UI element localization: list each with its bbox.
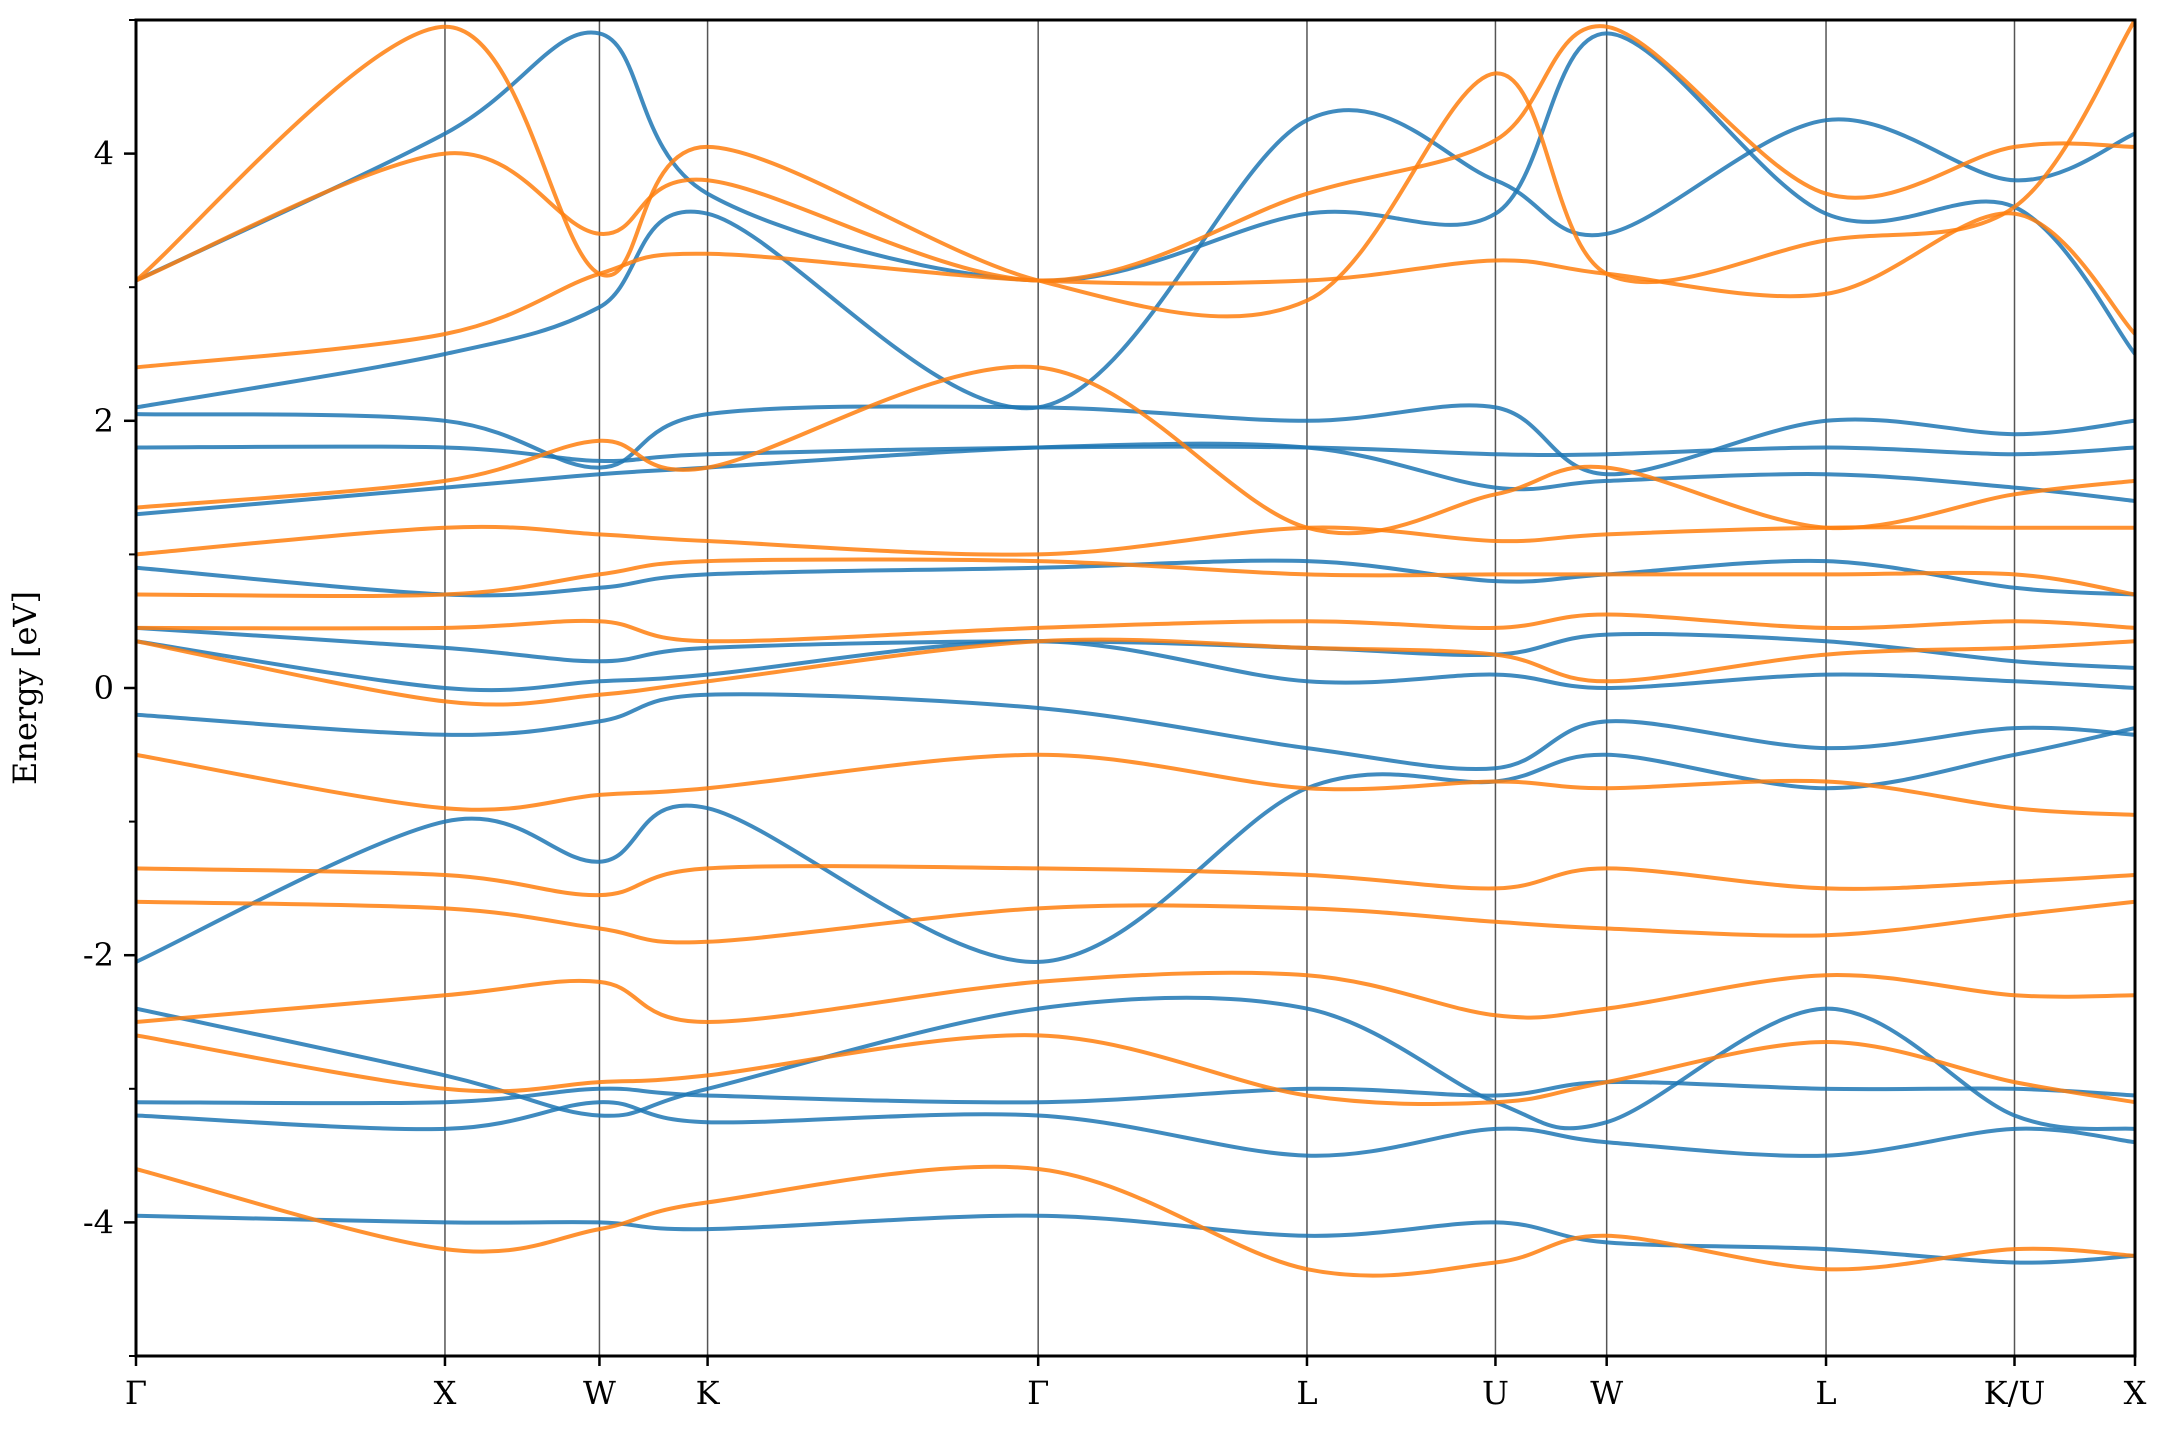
band-line	[136, 639, 2135, 693]
bands	[136, 20, 2135, 1278]
band-line	[136, 692, 2135, 771]
band-line	[136, 20, 2135, 319]
band-line	[136, 1033, 2135, 1106]
series-0	[136, 30, 2135, 1265]
x-tick-label: L	[1815, 1374, 1836, 1412]
band-line	[136, 108, 2135, 411]
band-line	[136, 864, 2135, 898]
band-line	[136, 557, 2135, 598]
x-tick-label: X	[2124, 1374, 2147, 1412]
band-line	[136, 1100, 2135, 1158]
x-tick-label: K	[696, 1374, 721, 1412]
band-line	[136, 441, 2135, 517]
x-tick-label: Γ	[125, 1374, 147, 1412]
band-line	[136, 444, 2135, 464]
series-1	[136, 20, 2135, 1278]
x-tick-label: W	[1590, 1374, 1623, 1412]
y-axis-ticks: -4 -2 0 2 4	[83, 19, 136, 1357]
y-tick-label: -4	[83, 1203, 114, 1241]
x-tick-label: L	[1296, 1374, 1317, 1412]
band-line	[136, 1079, 2135, 1106]
band-line	[136, 24, 2135, 283]
x-tick-label: K/U	[1984, 1374, 2046, 1412]
x-tick-label: W	[583, 1374, 616, 1412]
band-line	[136, 403, 2135, 477]
y-tick-label: 2	[94, 402, 114, 440]
y-axis-label: Energy [eV]	[6, 591, 44, 785]
band-line	[136, 726, 2135, 964]
x-tick-label: X	[434, 1374, 457, 1412]
y-tick-label: 0	[94, 669, 114, 707]
band-line	[136, 1213, 2135, 1265]
band-line	[136, 637, 2135, 707]
band-line	[136, 970, 2135, 1024]
y-tick-label: 4	[94, 135, 114, 173]
x-tick-label: U	[1482, 1374, 1509, 1412]
band-line	[136, 30, 2135, 356]
band-line	[136, 211, 2135, 370]
band-line	[136, 612, 2135, 644]
y-tick-label: -2	[83, 936, 114, 974]
band-line	[136, 364, 2135, 536]
band-line	[136, 899, 2135, 945]
band-line	[136, 752, 2135, 817]
high-symmetry-lines	[444, 20, 2016, 1356]
x-axis-ticks: Γ X W K Γ L U W L K/U X	[125, 1356, 2147, 1412]
band-line	[136, 995, 2135, 1132]
band-line	[136, 558, 2135, 598]
band-line	[136, 1164, 2135, 1278]
x-tick-label: Γ	[1027, 1374, 1049, 1412]
